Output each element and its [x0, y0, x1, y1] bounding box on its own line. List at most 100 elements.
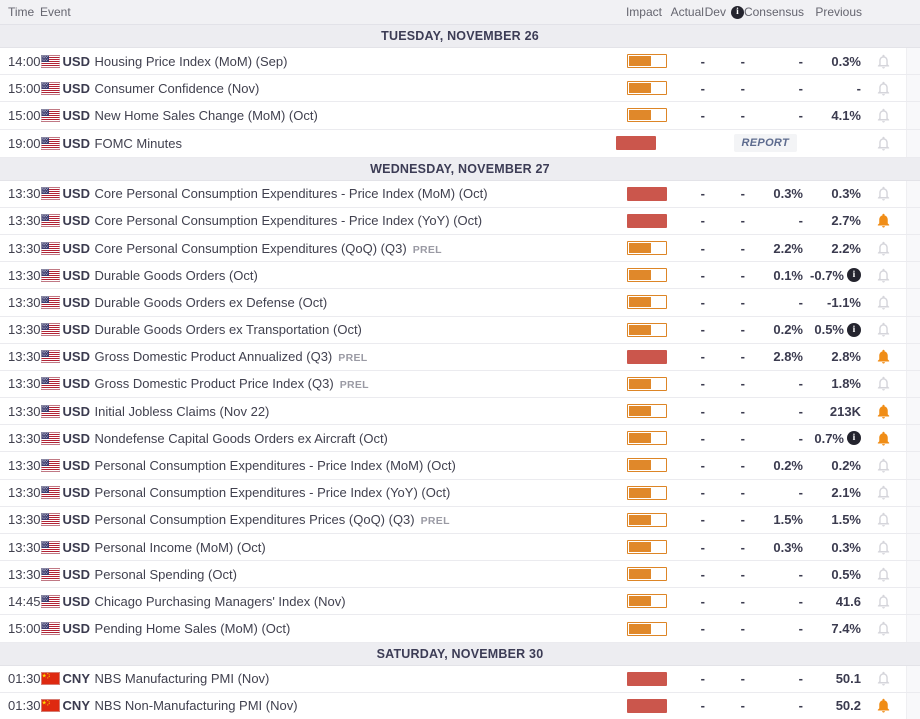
bell-icon[interactable]: [875, 375, 892, 392]
scrollbar-track[interactable]: [906, 479, 920, 506]
bell-cell[interactable]: [861, 267, 906, 284]
event-row[interactable]: 14:00: [0, 48, 920, 76]
event-row[interactable]: 19:00: [0, 129, 920, 158]
event-name[interactable]: Personal Consumption Expenditures Prices…: [94, 512, 415, 528]
bell-icon[interactable]: [875, 240, 892, 257]
bell-icon[interactable]: [875, 539, 892, 556]
event-row[interactable]: 01:30: [0, 665, 920, 693]
bell-cell[interactable]: [861, 566, 906, 583]
bell-cell[interactable]: [861, 240, 906, 257]
event-row[interactable]: 13:30: [0, 343, 920, 371]
scrollbar-track[interactable]: [906, 207, 920, 235]
event-name[interactable]: Nondefense Capital Goods Orders ex Aircr…: [94, 430, 388, 446]
event-name[interactable]: Core Personal Consumption Expenditures -…: [94, 213, 483, 229]
event-row[interactable]: 13:30: [0, 235, 920, 263]
bell-cell[interactable]: [861, 593, 906, 610]
scrollbar-track[interactable]: [906, 692, 920, 719]
scrollbar-track[interactable]: [906, 75, 920, 102]
bell-active-icon[interactable]: [875, 212, 892, 229]
event-row[interactable]: 13:30: [0, 180, 920, 208]
event-name[interactable]: Durable Goods Orders ex Transportation (…: [94, 322, 362, 338]
bell-icon[interactable]: [875, 107, 892, 124]
bell-cell[interactable]: [861, 348, 906, 365]
bell-cell[interactable]: [861, 53, 906, 70]
event-row[interactable]: 15:00: [0, 615, 920, 643]
previous-info-icon[interactable]: i: [847, 322, 861, 337]
col-header-dev[interactable]: Dev i: [704, 5, 744, 19]
bell-icon[interactable]: [875, 135, 892, 152]
event-name[interactable]: Initial Jobless Claims (Nov 22): [94, 403, 270, 419]
scrollbar-track[interactable]: [906, 262, 920, 289]
scrollbar-track[interactable]: [906, 343, 920, 370]
event-name[interactable]: Pending Home Sales (MoM) (Oct): [94, 621, 291, 637]
scrollbar-track[interactable]: [906, 533, 920, 561]
event-row[interactable]: 13:30: [0, 316, 920, 344]
bell-cell[interactable]: [861, 294, 906, 311]
scrollbar-track[interactable]: [906, 398, 920, 425]
bell-icon[interactable]: [875, 321, 892, 338]
event-row[interactable]: 15:00: [0, 75, 920, 103]
bell-cell[interactable]: [861, 321, 906, 338]
event-name[interactable]: Durable Goods Orders (Oct): [94, 267, 258, 283]
event-name[interactable]: Core Personal Consumption Expenditures -…: [94, 186, 488, 202]
scrollbar-track[interactable]: [906, 102, 920, 129]
event-row[interactable]: 13:30: [0, 425, 920, 453]
event-name[interactable]: Personal Spending (Oct): [94, 566, 237, 582]
scrollbar-track[interactable]: [906, 235, 920, 262]
bell-active-icon[interactable]: [875, 697, 892, 714]
scrollbar-track[interactable]: [906, 425, 920, 452]
scrollbar-track[interactable]: [906, 506, 920, 533]
bell-icon[interactable]: [875, 484, 892, 501]
scrollbar-track[interactable]: [906, 561, 920, 588]
bell-icon[interactable]: [875, 185, 892, 202]
event-name[interactable]: Personal Income (MoM) (Oct): [94, 539, 266, 555]
bell-cell[interactable]: [861, 430, 906, 447]
event-name[interactable]: FOMC Minutes: [94, 135, 182, 151]
bell-cell[interactable]: [861, 697, 906, 714]
bell-cell[interactable]: [861, 670, 906, 687]
bell-cell[interactable]: [861, 107, 906, 124]
bell-cell[interactable]: [861, 539, 906, 556]
bell-icon[interactable]: [875, 267, 892, 284]
bell-cell[interactable]: [861, 135, 906, 152]
bell-active-icon[interactable]: [875, 430, 892, 447]
event-row[interactable]: 13:30: [0, 289, 920, 317]
scrollbar-track[interactable]: [906, 48, 920, 75]
bell-cell[interactable]: [861, 80, 906, 97]
bell-icon[interactable]: [875, 80, 892, 97]
scrollbar-track[interactable]: [906, 370, 920, 398]
event-row[interactable]: 13:30: [0, 561, 920, 589]
bell-cell[interactable]: [861, 457, 906, 474]
event-name[interactable]: Housing Price Index (MoM) (Sep): [94, 53, 288, 69]
bell-icon[interactable]: [875, 53, 892, 70]
bell-cell[interactable]: [861, 403, 906, 420]
bell-cell[interactable]: [861, 185, 906, 202]
bell-cell[interactable]: [861, 511, 906, 528]
event-row[interactable]: 13:30: [0, 262, 920, 290]
event-name[interactable]: Core Personal Consumption Expenditures (…: [94, 240, 407, 256]
event-name[interactable]: NBS Manufacturing PMI (Nov): [94, 671, 270, 687]
bell-icon[interactable]: [875, 593, 892, 610]
bell-cell[interactable]: [861, 212, 906, 229]
event-row[interactable]: 13:30: [0, 398, 920, 426]
scrollbar-track[interactable]: [906, 665, 920, 692]
dev-info-icon[interactable]: i: [730, 5, 744, 19]
bell-active-icon[interactable]: [875, 348, 892, 365]
event-name[interactable]: Personal Consumption Expenditures - Pric…: [94, 485, 451, 501]
event-name[interactable]: Personal Consumption Expenditures - Pric…: [94, 457, 456, 473]
event-row[interactable]: 13:30: [0, 452, 920, 480]
event-row[interactable]: 13:30: [0, 207, 920, 236]
event-row[interactable]: 01:30: [0, 692, 920, 719]
bell-cell[interactable]: [861, 484, 906, 501]
scrollbar-track[interactable]: [906, 316, 920, 343]
bell-icon[interactable]: [875, 670, 892, 687]
event-name[interactable]: NBS Non-Manufacturing PMI (Nov): [94, 698, 298, 714]
event-row[interactable]: 14:45: [0, 588, 920, 616]
event-name[interactable]: New Home Sales Change (MoM) (Oct): [94, 107, 318, 123]
report-link[interactable]: REPORT: [733, 134, 797, 153]
event-row[interactable]: 13:30: [0, 370, 920, 399]
scrollbar-track[interactable]: [906, 129, 920, 157]
event-row[interactable]: 13:30: [0, 479, 920, 507]
bell-icon[interactable]: [875, 457, 892, 474]
event-row[interactable]: 13:30: [0, 506, 920, 534]
